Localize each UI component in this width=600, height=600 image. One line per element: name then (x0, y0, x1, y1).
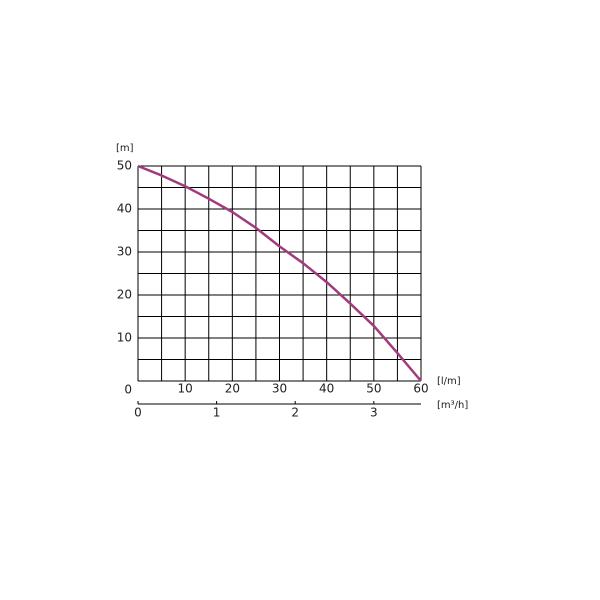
y-tick-label: 10 (117, 331, 132, 345)
x-tick-label: 50 (366, 382, 381, 396)
x2-tick-label: 3 (370, 406, 378, 420)
y-tick-label: 30 (117, 245, 132, 259)
y-tick-label: 50 (117, 159, 132, 173)
x2-axis-label: [m³/h] (437, 400, 468, 411)
y-axis-label: [m] (116, 143, 134, 154)
y-tick-label: 20 (117, 288, 132, 302)
x-tick-label: 10 (178, 382, 193, 396)
x2-tick-label: 1 (213, 406, 221, 420)
x-axis-label: [l/m] (437, 376, 461, 387)
x-tick-label: 30 (272, 382, 287, 396)
y-tick-label: 40 (117, 202, 132, 216)
y-tick-label: 0 (124, 383, 132, 397)
x-tick-label: 60 (413, 382, 428, 396)
x-tick-label: 20 (225, 382, 240, 396)
x2-tick-label: 2 (291, 406, 299, 420)
x2-tick-label: 0 (134, 406, 142, 420)
x-tick-label: 40 (319, 382, 334, 396)
curve (137, 164, 422, 382)
